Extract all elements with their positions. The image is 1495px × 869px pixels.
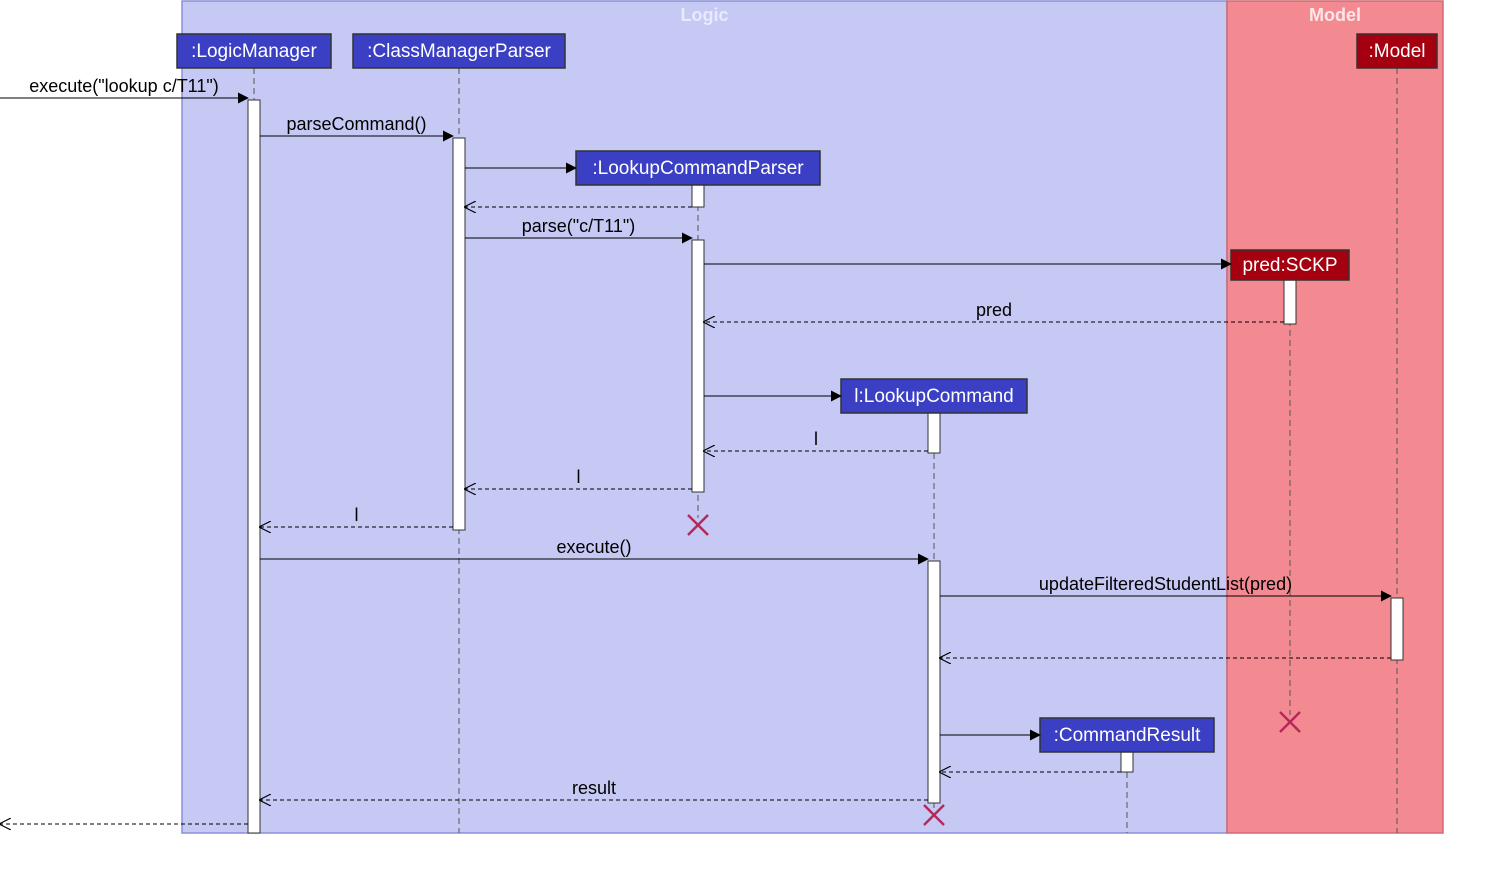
message-label: parseCommand() (286, 114, 426, 134)
activation-lookupCommand (928, 413, 940, 453)
region-model-title: Model (1309, 5, 1361, 25)
activation-lookupCommandParser (692, 240, 704, 492)
activation-lookupCommandParser (692, 185, 704, 207)
message-label: l (814, 429, 818, 449)
message-label: pred (976, 300, 1012, 320)
activation-logicManager (248, 100, 260, 833)
object-model-label: :Model (1368, 41, 1425, 62)
activation-classManagerParser (453, 138, 465, 530)
message-label: parse("c/T11") (522, 216, 635, 236)
activation-commandResult (1121, 752, 1133, 772)
object-lookupCommandParser-label: :LookupCommandParser (592, 158, 804, 179)
activation-lookupCommand (928, 561, 940, 803)
message-label: l (355, 505, 359, 525)
message-label: updateFilteredStudentList(pred) (1039, 574, 1292, 594)
activation-predSckp (1284, 280, 1296, 324)
message-label: result (572, 778, 616, 798)
object-classManagerParser-label: :ClassManagerParser (367, 41, 551, 62)
region-model (1227, 1, 1443, 833)
object-predSckp-label: pred:SCKP (1242, 255, 1337, 276)
activation-model (1391, 598, 1403, 660)
message-label: execute() (556, 537, 631, 557)
object-commandResult-label: :CommandResult (1054, 725, 1201, 746)
region-logic-title: Logic (681, 5, 729, 25)
message-label: execute("lookup c/T11") (29, 76, 219, 96)
object-lookupCommand-label: l:LookupCommand (854, 386, 1013, 407)
message-label: l (577, 467, 581, 487)
object-logicManager-label: :LogicManager (191, 41, 317, 62)
